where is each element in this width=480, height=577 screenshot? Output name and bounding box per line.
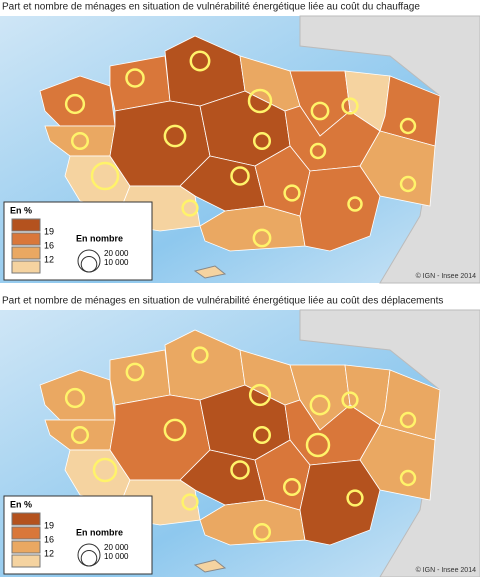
household-circle [181,199,199,217]
household-circle [191,346,209,364]
household-circle [252,425,272,445]
household-circle [310,101,330,121]
household-circle [125,68,145,88]
neighbor-land [299,15,480,284]
household-circle [309,142,327,160]
legend-size-label: 20 000 [104,249,129,258]
legend-swatch [11,554,41,568]
legend-break: 16 [44,534,54,544]
household-circle [181,493,199,511]
neighbor-land [299,309,480,577]
household-circle [341,391,359,409]
household-circle [341,97,359,115]
household-circle [247,88,273,114]
map-title: Part et nombre de ménages en situation d… [2,2,420,13]
household-circle [347,196,363,212]
legend-size-label: 10 000 [104,258,129,267]
legend-swatch [11,218,41,232]
household-circle [163,418,187,442]
legend-swatch [11,540,41,554]
zone [299,165,381,252]
household-circle [248,383,272,407]
zone [359,424,436,501]
credit: © IGN - Insee 2014 [416,272,477,280]
household-circle [252,131,272,151]
household-circle [399,175,417,193]
legend-swatch [11,526,41,540]
household-circle [399,411,417,429]
household-circle [64,387,86,409]
legend-swatch [11,260,41,274]
household-circle [125,362,145,382]
legend-swatch [11,246,41,260]
legend-size-label: 20 000 [104,543,129,552]
credit: © IGN - Insee 2014 [416,566,477,574]
island [193,265,227,279]
zone [299,459,381,546]
legend-size-circle [80,255,98,273]
legend-swatch [11,512,41,526]
map-title: Part et nombre de ménages en situation d… [2,296,443,307]
legend-title: En % [10,499,32,509]
household-circle [282,477,302,497]
household-circle [399,117,417,135]
household-circle [163,124,187,148]
legend-break: 16 [44,240,54,250]
household-circle [230,460,250,480]
island [193,559,227,573]
household-circle [399,469,417,487]
zone [359,130,436,207]
household-circle [230,166,250,186]
legend-title: En % [10,205,32,215]
legend-break: 19 [44,226,54,236]
size-title: En nombre [76,527,123,537]
legend-size-circle [80,549,98,567]
household-circle [70,131,90,151]
legend-swatch [11,232,41,246]
household-circle [346,489,364,507]
household-circle [92,457,118,483]
legend-size-label: 10 000 [104,552,129,561]
household-circle [309,394,331,416]
household-circle [70,425,90,445]
household-circle [305,432,331,458]
legend-break: 19 [44,520,54,530]
household-circle [64,93,86,115]
legend-break: 12 [44,254,54,264]
legend-break: 12 [44,548,54,558]
household-circle [90,161,120,191]
household-circle [189,50,211,72]
household-circle [252,522,272,542]
size-title: En nombre [76,233,123,243]
household-circle [252,228,272,248]
household-circle [283,184,301,202]
